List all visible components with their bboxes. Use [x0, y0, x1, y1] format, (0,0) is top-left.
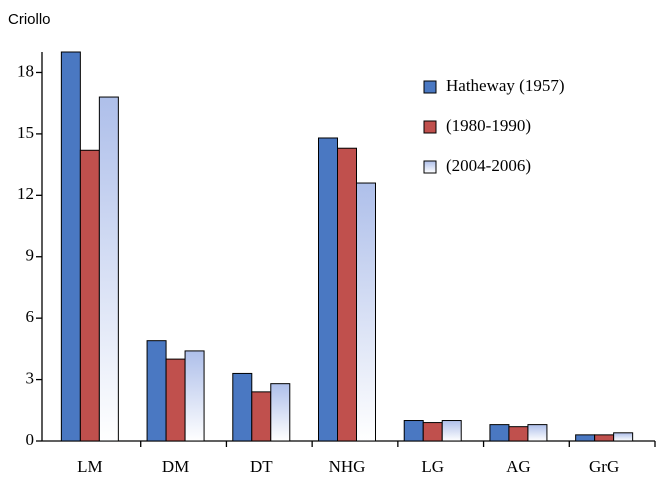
bar: [508, 426, 529, 442]
y-tick-label: 9: [26, 246, 35, 265]
bar: [527, 424, 548, 442]
legend-swatch: [423, 80, 437, 94]
x-tick-label: DM: [162, 457, 189, 476]
x-tick-label: GrG: [589, 457, 619, 476]
bar: [251, 391, 272, 442]
x-tick-label: LG: [421, 457, 444, 476]
legend-label: Hatheway (1957): [446, 76, 565, 95]
x-tick-label: AG: [506, 457, 531, 476]
y-tick-label: 3: [26, 368, 35, 387]
bar: [575, 434, 596, 442]
bar: [184, 350, 205, 442]
bar: [98, 96, 119, 442]
bar: [441, 420, 462, 442]
legend-swatch: [423, 120, 437, 134]
chart-title: Criollo: [8, 11, 51, 28]
y-tick-label: 6: [26, 307, 35, 326]
bar: [613, 432, 634, 442]
legend-label: (2004-2006): [446, 156, 531, 175]
bar: [270, 383, 291, 442]
legend-swatch: [423, 160, 437, 174]
x-tick-label: DT: [250, 457, 273, 476]
x-tick-label: NHG: [329, 457, 366, 476]
bar: [356, 182, 376, 442]
bar: [146, 340, 167, 442]
y-tick-label: 18: [17, 61, 34, 80]
bar: [489, 424, 510, 442]
legend-label: (1980-1990): [446, 116, 531, 135]
bar: [422, 422, 443, 442]
bar: [165, 358, 186, 442]
bar: [594, 434, 615, 442]
bar: [337, 147, 357, 442]
bar: [403, 420, 424, 442]
y-tick-label: 0: [26, 430, 35, 449]
y-tick-label: 12: [17, 184, 34, 203]
bar: [318, 137, 338, 442]
bar: [60, 51, 81, 442]
bar: [79, 149, 100, 442]
bar: [232, 372, 253, 442]
y-tick-label: 15: [17, 123, 34, 142]
x-tick-label: LM: [77, 457, 103, 476]
